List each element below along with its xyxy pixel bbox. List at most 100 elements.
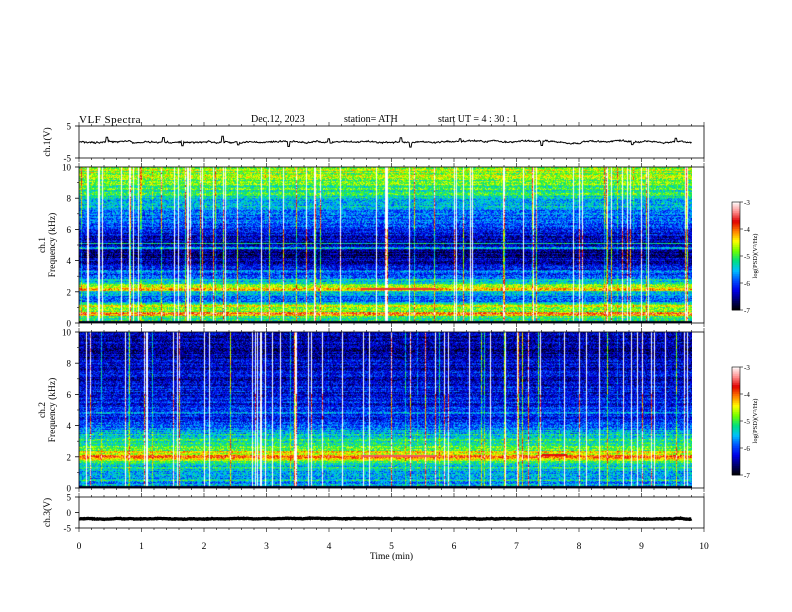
y-tick-label: 4 [67,256,72,266]
colorbar-cell [732,225,740,228]
colorbar-cell [732,377,740,380]
colorbar-cell [732,265,740,268]
x-axis-label: Time (min) [370,551,413,562]
colorbar-cell [732,430,740,433]
colorbar-cell [732,256,740,259]
colorbar-cell [732,261,740,264]
colorbar-cell [732,437,740,440]
x-tick-label: 0 [77,542,82,552]
y-tick-label: 8 [67,359,72,369]
colorbar-cell [732,266,740,269]
x-tick-label: 4 [327,542,332,552]
colorbar-cell [732,394,740,397]
y-tick-label: 5 [67,493,72,503]
colorbar-cell [732,263,740,266]
x-tick-label: 10 [699,542,709,552]
colorbar-cell [732,385,740,388]
colorbar-cell [732,274,740,277]
colorbar-tick-label: -4 [744,391,750,399]
colorbar-cell [732,379,740,382]
colorbar-cell [732,457,740,460]
colorbar-cell [732,245,740,248]
colorbar-cell [732,449,740,452]
colorbar-cell [732,368,740,371]
colorbar-cell [732,250,740,253]
y-tick-label: -5 [64,524,72,534]
colorbar-cell [732,460,740,463]
colorbar-cell [732,376,740,379]
x-tick-label: 8 [577,542,582,552]
colorbar-cell [732,466,740,469]
y-tick-label: 0 [67,484,72,494]
colorbar-cell [732,272,740,275]
colorbar-cell [732,205,740,208]
colorbar-tick-label: -7 [744,307,750,315]
y-tick-label: 6 [67,225,72,235]
colorbar-cell [732,202,740,205]
colorbar-cell [732,422,740,425]
colorbar-cell [732,220,740,223]
colorbar-cell [732,428,740,431]
figure-title: VLF Spectra [79,114,142,126]
y-tick-label: 5 [67,122,72,132]
colorbar-cell [732,431,740,434]
colorbar-cell [732,203,740,206]
colorbar-cell [732,473,740,476]
colorbar-cell [732,446,740,449]
colorbar-cell [732,455,740,458]
colorbar-cell [732,259,740,262]
colorbar-cell [732,284,740,287]
y-tick-label: 4 [67,421,72,431]
colorbar-tick-label: -3 [744,199,750,207]
colorbar-cell [732,293,740,296]
spectrogram-image [79,332,692,488]
colorbar-tick-label: -4 [744,226,750,234]
colorbar-label: log(PSD)(V²/Hz) [752,234,759,279]
colorbar-cell [732,221,740,224]
colorbar-cell [732,451,740,454]
colorbar-cell [732,440,740,443]
colorbar-cell [732,248,740,251]
colorbar-cell [732,286,740,289]
y-axis-label: ch.2 [38,402,48,418]
colorbar-cell [732,462,740,465]
colorbar-cell [732,270,740,273]
colorbar-cell [732,304,740,307]
colorbar-cell [732,254,740,257]
colorbar-cell [732,281,740,284]
colorbar-cell [732,464,740,467]
colorbar-cell [732,471,740,474]
waveform-trace [78,515,693,522]
colorbar-cell [732,424,740,427]
colorbar-cell [732,435,740,438]
colorbar-cell [732,415,740,418]
colorbar-cell [732,236,740,239]
colorbar-cell [732,406,740,409]
spectrogram-image [79,167,692,323]
colorbar-cell [732,301,740,304]
colorbar-cell [732,421,740,424]
y-axis-label: Frequency (kHz) [47,378,58,443]
colorbar-cell [732,292,740,295]
colorbar-cell [732,214,740,217]
colorbar-tick-label: -6 [744,280,750,288]
colorbar-cell [732,252,740,255]
colorbar-cell [732,383,740,386]
colorbar-cell [732,367,740,370]
colorbar-cell [732,401,740,404]
start-ut-label: start UT = 4 : 30 : 1 [438,114,518,125]
colorbar-cell [732,302,740,305]
colorbar-cell [732,419,740,422]
colorbar-cell [732,413,740,416]
colorbar-cell [732,386,740,389]
y-tick-label: -5 [64,154,72,164]
colorbar-cell [732,212,740,215]
colorbar-cell [732,453,740,456]
colorbar-cell [732,211,740,214]
x-tick-label: 5 [389,542,394,552]
date-label: Dec.12, 2023 [251,114,305,125]
colorbar-cell [732,279,740,282]
waveform-trace [78,135,692,148]
y-tick-label: 10 [62,328,72,338]
colorbar-cell [732,288,740,291]
